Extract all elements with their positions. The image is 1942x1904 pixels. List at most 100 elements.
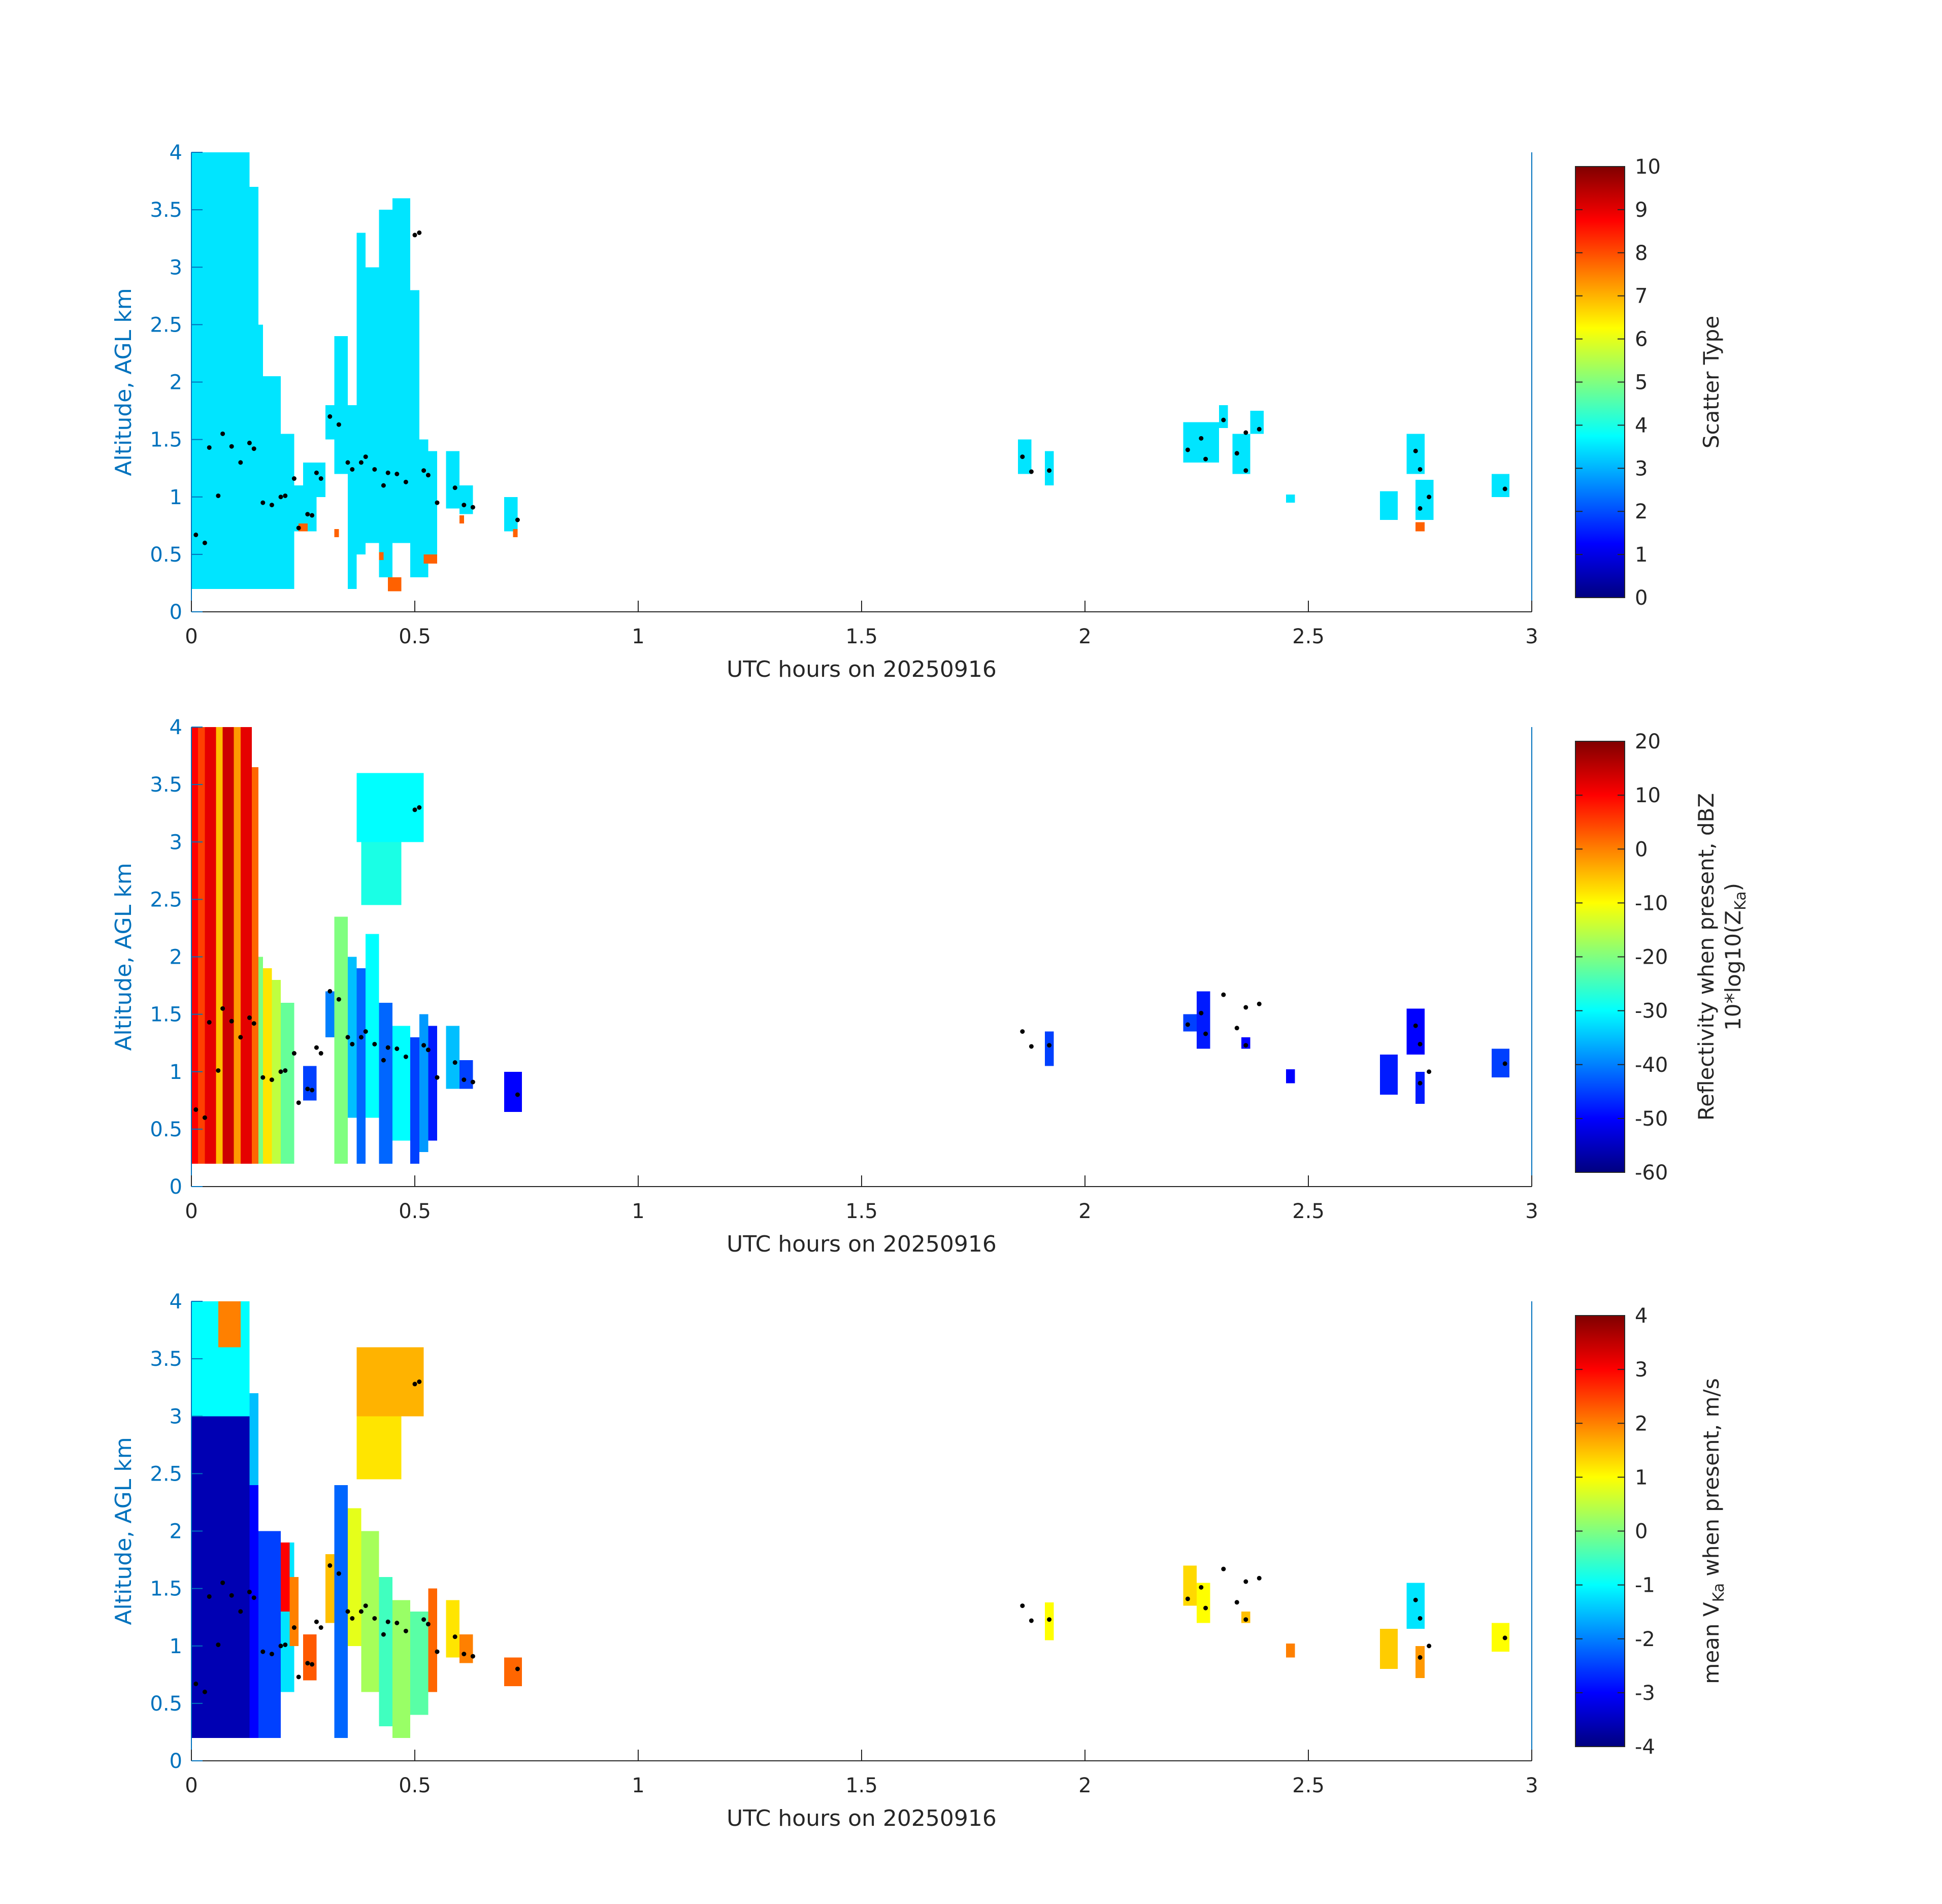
- marker-point: [372, 1041, 377, 1046]
- marker-point: [296, 1100, 301, 1105]
- colorbar-tick-label: 3: [1635, 457, 1648, 480]
- marker-point: [1020, 1603, 1025, 1608]
- marker-point: [1243, 1617, 1248, 1622]
- colorbar-label-text: Reflectivity when present, dBZ: [1694, 793, 1719, 1121]
- marker-point: [345, 1035, 350, 1040]
- colorbar-label2-sub: Ka: [1732, 891, 1750, 910]
- heatmap-cell: [428, 1026, 437, 1141]
- marker-point: [385, 1619, 390, 1624]
- marker-point: [247, 440, 252, 445]
- marker-point: [314, 1619, 319, 1624]
- colorbar: [1575, 166, 1625, 598]
- y-tick-label: 0: [170, 601, 182, 624]
- heatmap-cell: [1416, 522, 1425, 532]
- marker-point: [385, 1045, 390, 1050]
- marker-point: [452, 1634, 457, 1639]
- marker-point: [291, 476, 297, 481]
- marker-point: [1502, 1635, 1507, 1640]
- marker-point: [350, 467, 355, 472]
- y-tick-label: 2: [170, 946, 182, 969]
- marker-point: [238, 1035, 243, 1040]
- marker-point: [345, 460, 350, 465]
- marker-point: [1203, 456, 1208, 462]
- heatmap-cell: [281, 1542, 290, 1612]
- colorbar-tick-label: 1: [1635, 1466, 1648, 1489]
- heatmap-cell: [1406, 434, 1425, 474]
- y-tick-label: 1.5: [150, 1578, 182, 1601]
- heatmap-cell: [191, 152, 250, 589]
- heatmap-cell: [1286, 495, 1295, 503]
- marker-point: [1418, 506, 1423, 511]
- heatmap-cell: [218, 1301, 241, 1348]
- y-tick-label: 3: [170, 831, 182, 854]
- heatmap-cell: [388, 577, 402, 592]
- y-axis-label: Altitude, AGL km: [111, 288, 137, 476]
- marker-point: [1418, 1655, 1423, 1660]
- heatmap-cell: [423, 554, 437, 564]
- heatmap-cells: [191, 152, 1509, 592]
- marker-point: [452, 485, 457, 490]
- x-tick-label: 3: [1525, 1200, 1538, 1223]
- marker-point: [216, 1068, 221, 1073]
- heatmap-cell: [513, 529, 518, 537]
- marker-point: [1029, 1618, 1034, 1623]
- y-tick-label: 3.5: [150, 199, 182, 222]
- marker-point: [435, 500, 440, 505]
- heatmap-cell: [1286, 1069, 1295, 1084]
- x-tick-label: 2: [1078, 1774, 1091, 1797]
- heatmap-cell: [251, 767, 258, 1164]
- marker-point: [372, 467, 377, 472]
- heatmap-cell: [366, 934, 379, 1118]
- marker-point: [305, 1661, 310, 1666]
- heatmap-cell: [258, 324, 263, 589]
- marker-point: [1203, 1031, 1208, 1036]
- x-tick-label: 0: [185, 1200, 198, 1223]
- marker-points: [193, 805, 1507, 1120]
- heatmap-cell: [325, 405, 335, 440]
- marker-point: [1243, 1043, 1248, 1048]
- x-tick-label: 0.5: [399, 625, 431, 648]
- marker-point: [310, 1662, 315, 1667]
- marker-point: [381, 483, 386, 488]
- x-tick-label: 1.5: [845, 1774, 878, 1797]
- heatmap-cell: [334, 336, 348, 474]
- panel-velocity: 0 0.5 1 1.5 2 2.5 3 0 0.5 1 1.5 2 2.5 3 3.5 4 UTC hours …: [111, 1290, 1728, 1831]
- heatmap-cell: [240, 727, 252, 1164]
- marker-point: [394, 1046, 400, 1051]
- colorbar-tick-label: -1: [1635, 1574, 1655, 1597]
- colorbar-tick-label: -50: [1635, 1107, 1668, 1131]
- marker-point: [462, 503, 467, 508]
- marker-point: [381, 1058, 386, 1063]
- y-tick-label: 4: [170, 1290, 182, 1314]
- marker-point: [363, 1029, 368, 1034]
- marker-point: [350, 1041, 355, 1046]
- x-tick-label: 3: [1525, 1774, 1538, 1797]
- colorbar-tick-label: -4: [1635, 1735, 1655, 1759]
- marker-point: [425, 1047, 431, 1053]
- colorbar-tick-label: 5: [1635, 371, 1648, 395]
- marker-point: [358, 1609, 364, 1614]
- y-tick-label: 3: [170, 1405, 182, 1428]
- marker-point: [1199, 1585, 1204, 1590]
- marker-point: [283, 493, 288, 498]
- heatmap-cell: [303, 1634, 317, 1681]
- marker-point: [207, 1020, 212, 1025]
- marker-point: [229, 444, 234, 449]
- marker-point: [1221, 1566, 1226, 1571]
- y-tick-label: 1: [170, 486, 182, 509]
- heatmap-cell: [392, 1600, 411, 1738]
- marker-point: [1203, 1605, 1208, 1611]
- heatmap-cell: [1183, 422, 1219, 463]
- heatmap-cell: [325, 1554, 335, 1623]
- marker-point: [327, 414, 333, 419]
- marker-point: [1185, 1022, 1190, 1027]
- heatmap-cell: [392, 1026, 411, 1141]
- y-tick-label: 3: [170, 256, 182, 279]
- colorbar-tick-label: 4: [1635, 1304, 1648, 1328]
- marker-point: [296, 1675, 301, 1680]
- heatmap-cell: [303, 1066, 317, 1101]
- marker-point: [1234, 1600, 1239, 1605]
- heatmap-cell: [289, 1577, 299, 1646]
- heatmap-cell: [459, 1060, 473, 1089]
